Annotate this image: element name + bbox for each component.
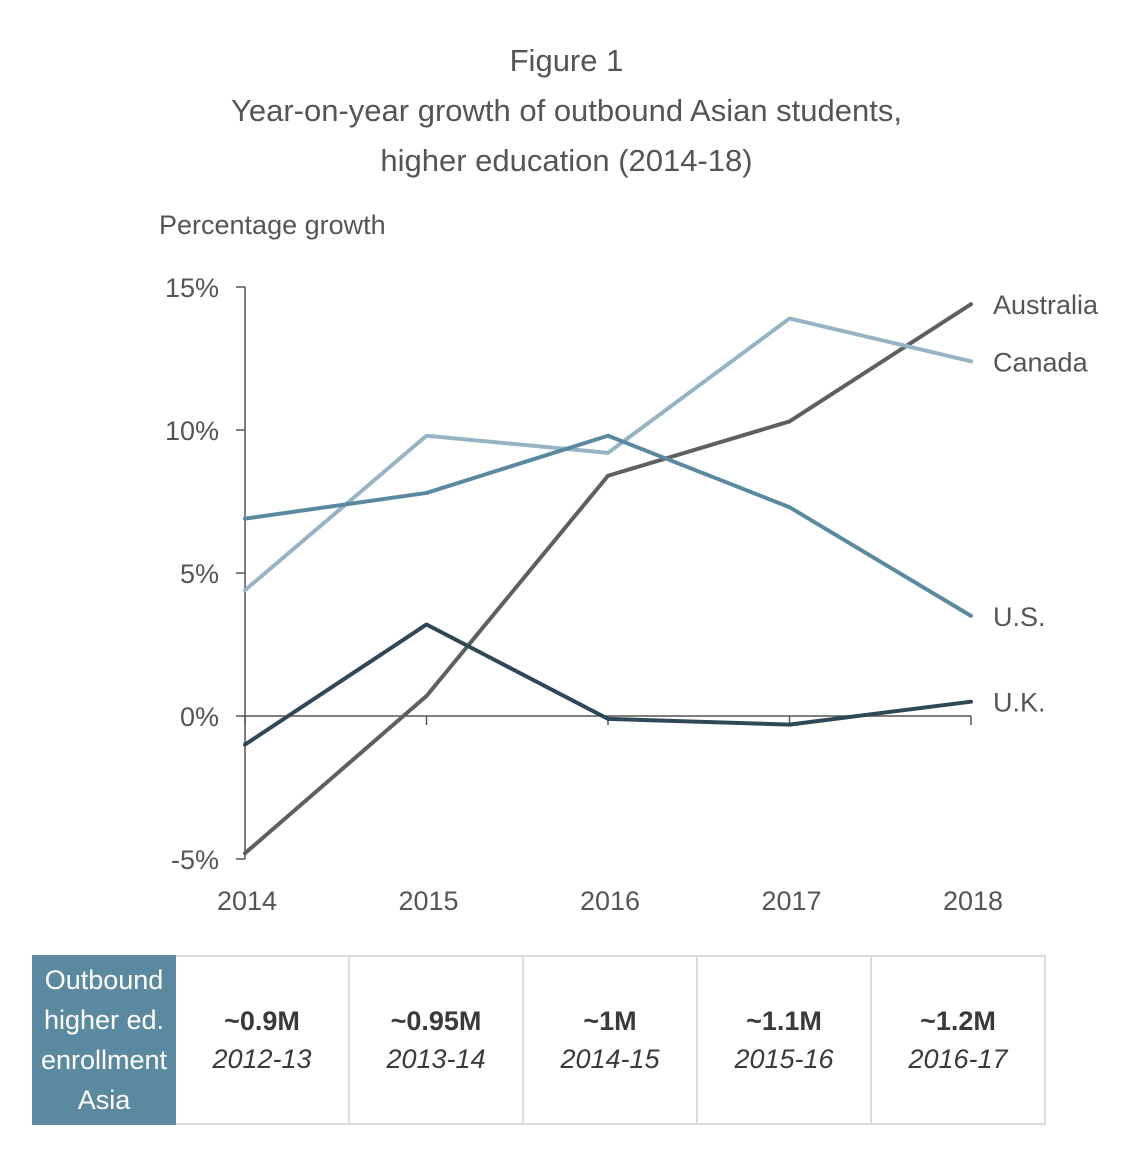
line-chart: -5% 0% 5% 10% 15% 2014 2015 2016 2017 2018 Austra… [165,273,1099,916]
enrollment-cell: ~1.2M 2016-17 [870,955,1046,1125]
series-labels: Australia Canada U.S. U.K. [993,290,1099,718]
series-line-canada [243,316,973,593]
series-line-u-k [243,622,973,747]
series-label: Australia [993,290,1099,320]
y-axis-label: Percentage growth [159,210,386,240]
y-tick-label: 0% [180,702,219,732]
enrollment-header-cell: Outbound higher ed. enrollment Asia [32,955,176,1125]
y-tick-label: -5% [171,845,219,875]
enrollment-cell: ~0.95M 2013-14 [348,955,524,1125]
series-line-u-s [243,433,973,618]
enrollment-period: 2016-17 [908,1044,1008,1074]
enrollment-period: 2013-14 [386,1044,486,1074]
enrollment-amount: ~1M [583,1006,637,1036]
enrollment-header-line: Asia [77,1085,131,1115]
enrollment-cell: ~1.1M 2015-16 [696,955,872,1125]
enrollment-amount: ~0.9M [224,1006,300,1036]
enrollment-period: 2015-16 [734,1044,834,1074]
enrollment-header-line: enrollment [40,1045,168,1075]
x-tick-label: 2017 [761,886,821,916]
figure-label: Figure 1 [509,43,624,78]
x-tick-label: 2016 [580,886,640,916]
enrollment-header-line: higher ed. [43,1005,165,1035]
enrollment-amount: ~1.1M [746,1006,822,1036]
enrollment-header-line: Outbound [44,965,164,995]
x-tick-label: 2014 [217,886,277,916]
series-label: U.K. [993,688,1046,718]
axes: -5% 0% 5% 10% 15% 2014 2015 2016 2017 2018 [165,273,1003,916]
enrollment-period: 2014-15 [560,1044,660,1074]
chart-title-line-1: Year-on-year growth of outbound Asian st… [231,93,902,128]
enrollment-cell: ~1M 2014-15 [522,955,698,1125]
series-lines [243,302,973,856]
figure-title-block: Figure 1 Year-on-year growth of outbound… [0,36,1133,186]
y-tick-label: 10% [165,416,219,446]
chart-title-line-2: higher education (2014-18) [380,143,753,178]
series-label: U.S. [993,602,1046,632]
x-tick-label: 2018 [943,886,1003,916]
y-tick-label: 5% [180,559,219,589]
series-label: Canada [993,347,1089,377]
enrollment-cell: ~0.9M 2012-13 [174,955,350,1125]
enrollment-table: Outbound higher ed. enrollment Asia ~0.9… [32,955,1046,1125]
enrollment-amount: ~1.2M [920,1006,996,1036]
enrollment-period: 2012-13 [212,1044,312,1074]
series-line-australia [243,302,973,856]
enrollment-amount: ~0.95M [390,1006,482,1036]
enrollment-row: Outbound higher ed. enrollment Asia ~0.9… [32,955,1046,1125]
y-tick-label: 15% [165,273,219,303]
x-tick-label: 2015 [398,886,458,916]
